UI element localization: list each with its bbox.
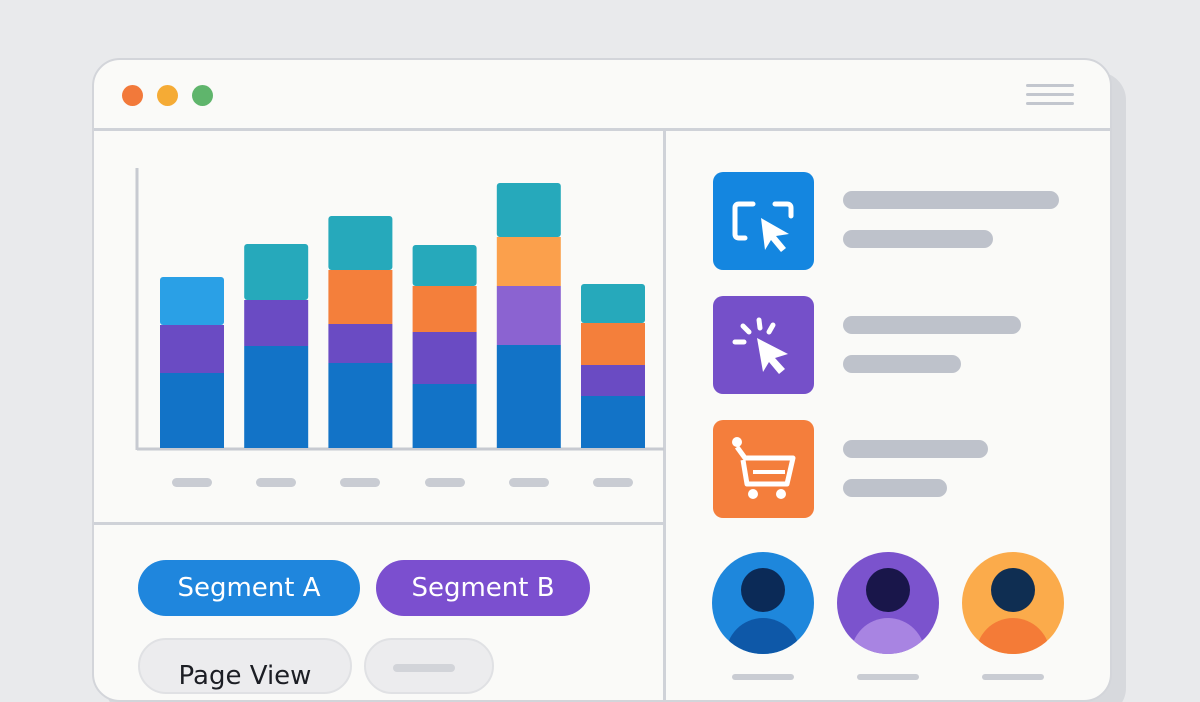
title-bar xyxy=(94,60,1110,131)
bar-segment xyxy=(581,365,645,396)
bar-segment xyxy=(496,286,561,345)
screen-cursor-icon xyxy=(732,201,794,252)
cart-tile[interactable] xyxy=(713,420,814,518)
cart-tile-subtitle-line xyxy=(843,479,947,497)
app-window: Segment A Segment B Page View xyxy=(92,58,1112,702)
segment-b-chip[interactable]: Segment B xyxy=(376,560,590,616)
placeholder-line xyxy=(393,664,455,672)
placeholder-chip[interactable] xyxy=(364,638,494,694)
user-avatar-icon[interactable] xyxy=(962,552,1064,654)
segment-a-chip[interactable]: Segment A xyxy=(138,560,360,616)
shopping-cart-icon xyxy=(732,437,796,499)
screen-cursor-tile[interactable] xyxy=(713,172,814,270)
bar-segment xyxy=(160,325,224,373)
horizontal-divider xyxy=(94,522,663,525)
bar-segment xyxy=(412,286,477,332)
vertical-divider xyxy=(663,128,666,700)
bar-segment xyxy=(160,277,224,325)
bar-segment xyxy=(328,270,393,324)
maximize-window-button[interactable] xyxy=(192,85,213,106)
bar-segment xyxy=(412,245,477,286)
bar-segment xyxy=(496,183,561,237)
bar-segment xyxy=(244,300,309,346)
bar-segment xyxy=(412,384,477,448)
cart-tile-title-line xyxy=(843,440,988,458)
stacked-bar-chart xyxy=(135,168,664,451)
x-tick-label xyxy=(172,478,212,487)
user-avatar-icon[interactable] xyxy=(837,552,939,654)
x-tick-label xyxy=(593,478,633,487)
bars-group xyxy=(160,183,645,448)
bar-segment xyxy=(496,345,561,448)
bar-segment xyxy=(328,324,393,363)
close-window-button[interactable] xyxy=(122,85,143,106)
page-view-chip[interactable]: Page View xyxy=(138,638,352,694)
bar-segment xyxy=(244,244,309,300)
bar-segment xyxy=(581,323,645,365)
bar-segment xyxy=(244,346,309,448)
bar-segment xyxy=(328,216,393,270)
bar-segment xyxy=(412,332,477,384)
bar-segment xyxy=(581,396,645,448)
bar-segment xyxy=(328,363,393,448)
x-tick-label xyxy=(508,478,549,487)
bar-segment xyxy=(581,284,645,323)
bar-segment xyxy=(496,237,561,286)
cursor-tile-title-line xyxy=(843,191,1059,209)
minimize-window-button[interactable] xyxy=(157,85,178,106)
x-tick-label xyxy=(424,478,465,487)
user-avatar-icon[interactable] xyxy=(712,552,814,654)
bar-segment xyxy=(160,373,224,448)
click-tile-title-line xyxy=(843,316,1021,334)
click-tile[interactable] xyxy=(713,296,814,394)
x-tick-label xyxy=(340,478,381,487)
x-tick-label xyxy=(256,478,297,487)
click-tile-subtitle-line xyxy=(843,355,961,373)
click-icon xyxy=(732,317,788,374)
hamburger-menu-icon[interactable] xyxy=(1026,84,1074,106)
cursor-tile-subtitle-line xyxy=(843,230,993,248)
